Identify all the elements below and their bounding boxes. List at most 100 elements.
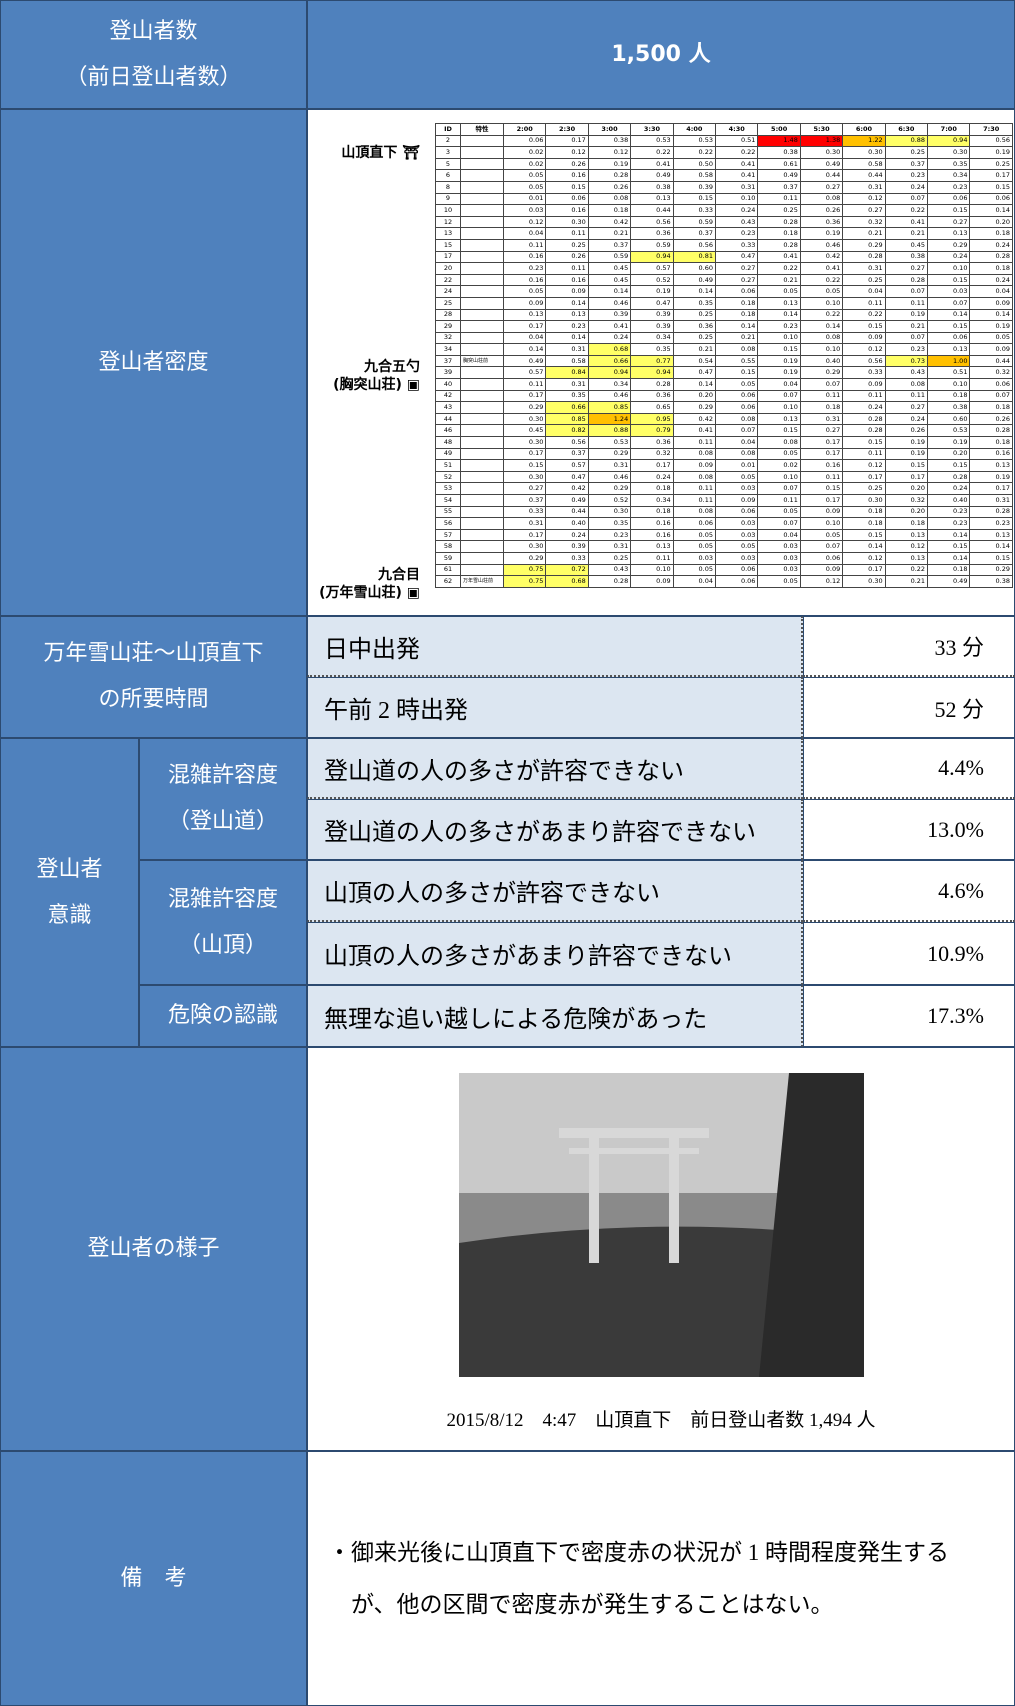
- density-value: 0.14: [673, 379, 715, 391]
- density-value: 0.66: [546, 402, 588, 414]
- row-feature: [461, 309, 504, 321]
- density-value: 0.12: [843, 552, 885, 564]
- density-value: 0.16: [546, 274, 588, 286]
- density-value: 0.15: [928, 541, 970, 553]
- density-value: 0.46: [588, 471, 630, 483]
- density-value: 0.58: [546, 355, 588, 367]
- density-value: 0.55: [716, 355, 758, 367]
- density-value: 0.09: [843, 332, 885, 344]
- density-value: 0.44: [800, 170, 842, 182]
- density-value: 0.41: [631, 158, 673, 170]
- density-value: 0.19: [800, 228, 842, 240]
- density-value: 0.51: [716, 135, 758, 147]
- place-label: 山頂直下 ⛩: [340, 144, 420, 162]
- density-value: 0.27: [928, 216, 970, 228]
- density-value: 0.11: [885, 297, 927, 309]
- sublabel: （登山道）: [168, 799, 278, 845]
- density-value: 0.08: [588, 193, 630, 205]
- density-value: 0.08: [673, 506, 715, 518]
- text: 10.9%: [927, 941, 984, 967]
- density-value: 0.61: [758, 158, 800, 170]
- row-id: 15: [436, 239, 461, 251]
- label: 登山者密度: [98, 340, 208, 386]
- header-cell: 混雑許容度（山頂）: [139, 860, 307, 985]
- row-feature: [461, 170, 504, 182]
- column-header: 特性: [461, 124, 504, 136]
- density-value: 0.14: [716, 321, 758, 333]
- density-value: 0.15: [716, 367, 758, 379]
- density-value: 0.23: [504, 263, 546, 275]
- density-value: 0.04: [504, 228, 546, 240]
- density-value: 0.11: [673, 437, 715, 449]
- label: 備 考: [120, 1556, 186, 1602]
- row-id: 22: [436, 274, 461, 286]
- density-value: 0.25: [673, 309, 715, 321]
- density-value: 0.23: [588, 529, 630, 541]
- page: 登山者数 （前日登山者数） 1,500 人 登山者密度 ID特性2:002:30…: [0, 0, 1015, 1706]
- density-value: 0.05: [716, 379, 758, 391]
- density-value: 0.22: [800, 309, 842, 321]
- density-value: 0.17: [546, 135, 588, 147]
- density-value: 0.11: [504, 239, 546, 251]
- density-value: 0.29: [970, 564, 1013, 576]
- density-value: 0.15: [928, 460, 970, 472]
- place-sub: (万年雪山荘): [319, 585, 402, 601]
- density-value: 0.18: [631, 483, 673, 495]
- text: 登山道の人の多さが許容できない: [324, 751, 684, 786]
- density-value: 0.53: [631, 135, 673, 147]
- density-value: 0.68: [546, 576, 588, 588]
- density-value: 1.24: [588, 413, 630, 425]
- density-value: 0.11: [800, 471, 842, 483]
- density-value: 0.32: [885, 495, 927, 507]
- density-value: 0.54: [673, 355, 715, 367]
- row-id: 46: [436, 425, 461, 437]
- density-value: 0.41: [673, 425, 715, 437]
- density-value: 0.75: [504, 576, 546, 588]
- density-value: 0.21: [885, 228, 927, 240]
- density-value: 0.23: [970, 518, 1013, 530]
- density-value: 0.51: [928, 367, 970, 379]
- density-value: 0.47: [546, 471, 588, 483]
- density-value: 0.27: [885, 402, 927, 414]
- density-value: 0.31: [588, 460, 630, 472]
- density-value: 0.13: [631, 541, 673, 553]
- density-value: 0.14: [928, 529, 970, 541]
- row-id: 28: [436, 309, 461, 321]
- density-value: 0.09: [800, 506, 842, 518]
- row-feature: [461, 529, 504, 541]
- density-value: 0.42: [546, 483, 588, 495]
- density-value: 0.88: [588, 425, 630, 437]
- text: 無理な追い越しによる危険があった: [324, 999, 707, 1034]
- density-value: 0.45: [885, 239, 927, 251]
- density-value: 0.82: [546, 425, 588, 437]
- density-value: 0.08: [885, 379, 927, 391]
- density-value: 0.14: [546, 297, 588, 309]
- density-value: 0.19: [885, 437, 927, 449]
- density-value: 0.06: [546, 193, 588, 205]
- density-value: 0.17: [970, 483, 1013, 495]
- density-value: 0.85: [546, 413, 588, 425]
- density-value: 0.11: [673, 495, 715, 507]
- row-feature: [461, 332, 504, 344]
- label: 万年雪山荘～山頂直下: [43, 631, 263, 677]
- density-value: 0.05: [970, 332, 1013, 344]
- column-header: 2:30: [546, 124, 588, 136]
- density-value: 0.07: [716, 425, 758, 437]
- density-value: 0.29: [504, 402, 546, 414]
- density-value: 0.11: [758, 495, 800, 507]
- density-value: 0.39: [631, 309, 673, 321]
- row-id: 43: [436, 402, 461, 414]
- density-value: 0.16: [631, 518, 673, 530]
- density-value: 0.01: [716, 460, 758, 472]
- density-value: 0.16: [546, 205, 588, 217]
- density-value: 0.57: [631, 263, 673, 275]
- density-value: 0.03: [716, 552, 758, 564]
- density-value: 0.10: [758, 332, 800, 344]
- density-value: 0.20: [970, 216, 1013, 228]
- density-value: 0.28: [928, 471, 970, 483]
- density-value: 0.12: [843, 193, 885, 205]
